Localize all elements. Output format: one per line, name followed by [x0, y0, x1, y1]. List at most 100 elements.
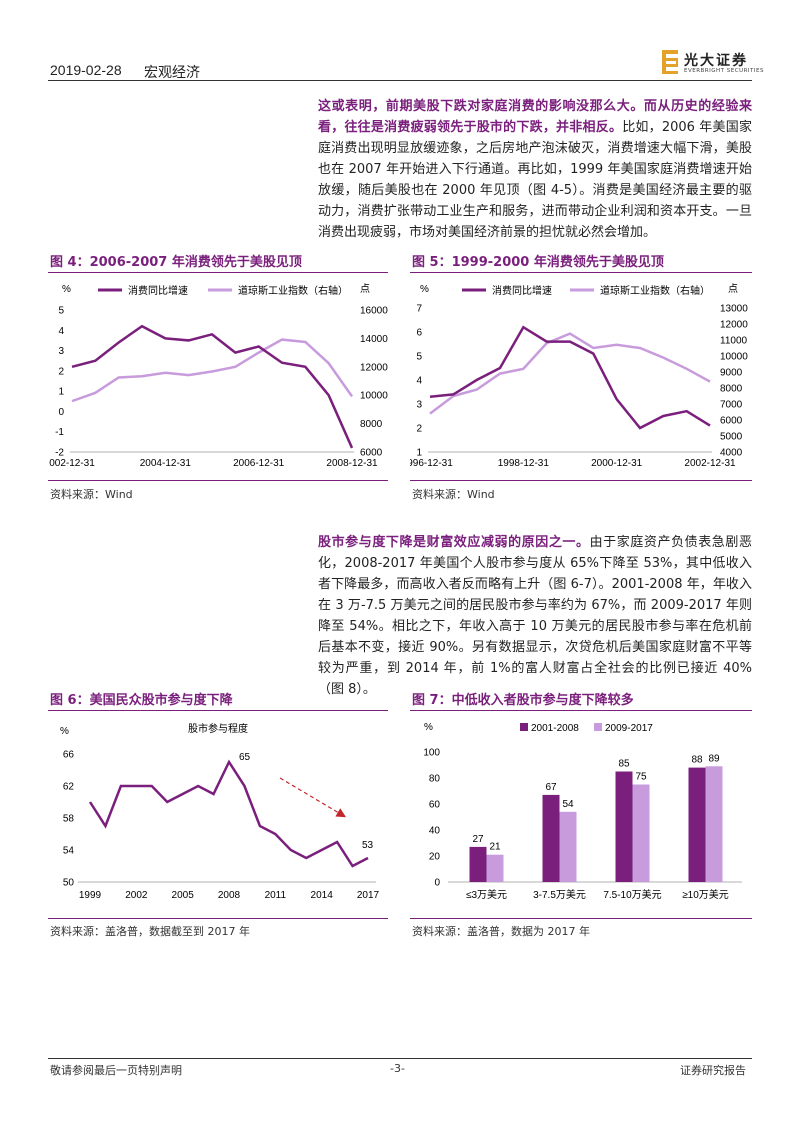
fig7-legend-label: 2009-2017	[605, 723, 653, 734]
fig7-y-tick: 60	[429, 800, 441, 811]
fig5-x-tick: 996-12-31	[410, 458, 453, 469]
fig4-left-tick: 1	[58, 387, 64, 398]
fig4-x-tick: 002-12-31	[49, 458, 95, 469]
paragraph-body: 由于家庭资产负债表急剧恶化，2008-2017 年美国个人股市参与度从 65%下…	[318, 535, 752, 697]
fig5-source: 资料来源：Wind	[412, 488, 495, 501]
fig6-y-tick: 54	[63, 846, 75, 857]
fig5-x-tick: 2002-12-31	[684, 458, 736, 469]
fig7-y-tick: 100	[423, 748, 440, 759]
fig4-left-tick: -1	[55, 427, 64, 438]
fig5-x-tick: 2000-12-31	[591, 458, 643, 469]
fig7-legend-swatch	[520, 723, 528, 731]
fig5-right-tick: 12000	[720, 320, 748, 331]
fig5-left-unit: %	[420, 284, 429, 295]
fig4-right-unit: 点	[360, 283, 370, 295]
everbright-logo-icon	[662, 50, 678, 74]
fig7-legend-label: 2001-2008	[531, 723, 579, 734]
footer-disclaimer: 敬请参阅最后一页特别声明	[50, 1064, 182, 1077]
paragraph-body: 比如，2006 年美国家庭消费出现明显放缓迹象，之后房地产泡沫破灭，消费增速大幅…	[318, 120, 752, 240]
fig4-series-consumption	[71, 324, 354, 449]
fig5-series-consumption	[429, 325, 711, 430]
fig7-title-rule	[410, 710, 752, 711]
fig4-left-tick: 4	[58, 326, 64, 337]
fig6-y-tick: 66	[63, 750, 75, 761]
fig4-left-unit: %	[62, 284, 71, 295]
fig6-label-end: 53	[362, 840, 374, 851]
fig5-left-tick: 4	[416, 376, 422, 387]
fig7-category-label: ≥10万美元	[682, 888, 729, 901]
fig6-y-tick: 50	[63, 878, 75, 889]
fig7-bar-label: 89	[708, 753, 720, 764]
fig5-bottom-rule	[410, 480, 752, 481]
fig7-bar-label: 85	[618, 759, 630, 770]
paragraph-lead: 这或表明，前期美股下跌对家庭消费的影响没那么大。而从历史的经验来看，往往是消费疲…	[318, 99, 752, 135]
fig5-right-tick: 7000	[720, 400, 743, 411]
fig7-source: 资料来源：盖洛普，数据为 2017 年	[412, 925, 590, 938]
fig7-bottom-rule	[410, 918, 752, 919]
fig7-bar	[559, 811, 577, 882]
fig7-bar	[542, 794, 560, 882]
fig5-right-tick: 11000	[720, 336, 748, 347]
fig7-bar	[469, 846, 487, 882]
fig7-chart: % 2001-2008 2009-2017 100 80 60 40 20 0 27 21 ≤3…	[423, 722, 742, 901]
fig7-y-tick: 20	[429, 852, 441, 863]
fig4-right-tick: 6000	[360, 448, 383, 459]
fig6-x-tick: 2017	[357, 890, 380, 901]
fig5-x-tick: 1998-12-31	[498, 458, 550, 469]
fig4-chart: % 点 消费同比增速 道琼斯工业指数（右轴） 5 4 3 2 1 0 -1 -2 16000 14…	[49, 283, 388, 469]
logo-subtitle: EVERBRIGHT SECURITIES	[684, 68, 764, 74]
fig7-bar	[486, 854, 504, 882]
fig4-series-dow	[71, 338, 354, 403]
paragraph-consumption: 这或表明，前期美股下跌对家庭消费的影响没那么大。而从历史的经验来看，往往是消费疲…	[318, 96, 752, 243]
fig4-left-tick: 0	[58, 407, 64, 418]
fig6-trend-arrow-icon	[279, 777, 347, 818]
fig7-bar-label: 75	[635, 772, 647, 783]
fig6-y-tick: 58	[63, 814, 75, 825]
fig4-right-tick: 12000	[360, 362, 388, 373]
report-section: 宏观经济	[144, 65, 200, 81]
fig7-category-label: 3-7.5万美元	[533, 888, 586, 901]
fig5-right-tick: 8000	[720, 384, 743, 395]
fig7-bar-label: 88	[691, 755, 703, 766]
footer-divider	[48, 1058, 752, 1059]
fig4-title: 图 4：2006-2007 年消费领先于美股见顶	[50, 255, 302, 270]
fig5-left-tick: 2	[416, 424, 422, 435]
fig5-left-tick: 5	[416, 352, 422, 363]
fig4-right-tick: 16000	[360, 306, 388, 317]
fig4-left-tick: 2	[58, 366, 64, 377]
fig5-right-tick: 13000	[720, 304, 748, 315]
page-number: -3-	[390, 1062, 405, 1075]
fig4-x-tick: 2006-12-31	[233, 458, 285, 469]
fig6-label-peak: 65	[239, 752, 251, 763]
fig6-y-tick: 62	[63, 782, 75, 793]
fig7-y-tick: 40	[429, 826, 441, 837]
fig6-x-tick: 2011	[265, 890, 287, 901]
fig6-chart: % 股市参与程度 66 62 58 54 50 1999 2002 2005 2008 2011 2…	[60, 722, 380, 901]
fig7-category-label: ≤3万美元	[466, 888, 507, 901]
fig7-bar	[632, 784, 650, 882]
fig7-bar-label: 54	[562, 799, 574, 810]
fig4-left-tick: 5	[58, 306, 64, 317]
fig5-series-dow	[429, 332, 711, 415]
paragraph-participation: 股市参与度下降是财富效应减弱的原因之一。由于家庭资产负债表急剧恶化，2008-2…	[318, 532, 752, 700]
fig7-bar-label: 27	[472, 834, 484, 845]
fig5-left-tick: 7	[416, 304, 422, 315]
fig4-left-tick: -2	[55, 448, 64, 459]
fig5-legend-2: 道琼斯工业指数（右轴）	[600, 284, 710, 297]
fig6-x-tick: 2008	[218, 890, 241, 901]
fig5-right-tick: 9000	[720, 368, 743, 379]
fig4-legend-2: 道琼斯工业指数（右轴）	[238, 284, 348, 297]
fig5-chart: % 点 消费同比增速 道琼斯工业指数（右轴） 7 6 5 4 3 2 1 13000 12000…	[410, 283, 748, 469]
fig4-legend-1: 消费同比增速	[128, 284, 188, 297]
fig6-x-tick: 2002	[125, 890, 148, 901]
fig7-category-label: 7.5-10万美元	[603, 888, 661, 901]
fig7-title: 图 7：中低收入者股市参与度下降较多	[412, 693, 634, 708]
fig4-x-tick: 2008-12-31	[326, 458, 378, 469]
fig7-bar-label: 21	[489, 842, 501, 853]
fig5-right-tick: 10000	[720, 352, 748, 363]
fig4-bottom-rule	[48, 480, 388, 481]
paragraph-lead: 股市参与度下降是财富效应减弱的原因之一。	[318, 535, 590, 550]
fig5-right-tick: 5000	[720, 432, 743, 443]
fig4-left-tick: 3	[58, 346, 64, 357]
footer-report-type: 证券研究报告	[680, 1064, 746, 1077]
